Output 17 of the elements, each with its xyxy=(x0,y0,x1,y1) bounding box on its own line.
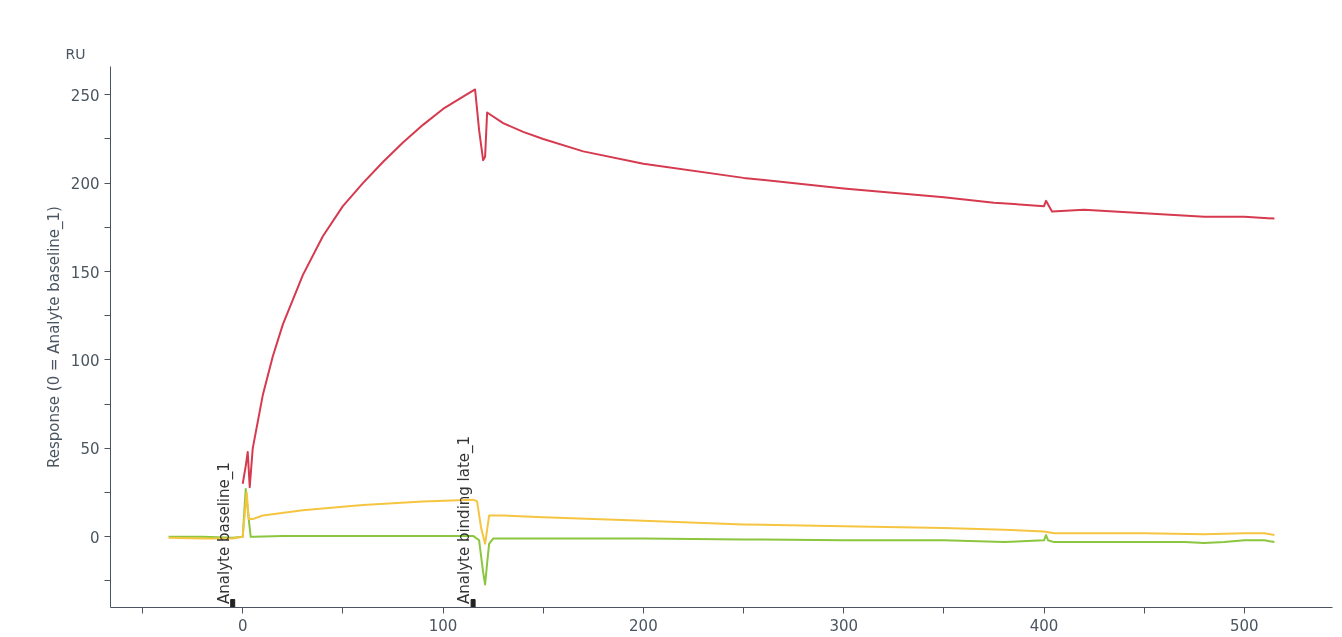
y-tick-label: 100 xyxy=(70,351,100,370)
x-tick-label: 300 xyxy=(829,616,859,635)
x-tick-label: 400 xyxy=(1029,616,1059,635)
line-series xyxy=(241,88,1276,489)
y-axis-title: Response (0 = Analyte baseline_1) xyxy=(44,206,64,468)
annotation: Analyte binding late_1 xyxy=(455,435,475,604)
y-tick-label: 200 xyxy=(70,175,100,194)
annotation: Analyte baseline_1 xyxy=(214,462,234,604)
y-tick-label: 50 xyxy=(80,440,100,459)
y-tick-label: 250 xyxy=(70,86,100,105)
text: RU xyxy=(65,45,86,62)
y-tick-label: 0 xyxy=(89,528,100,547)
x-tick-label: 500 xyxy=(1230,616,1259,635)
x-tick-label: 100 xyxy=(428,616,458,635)
y-tick-label: 150 xyxy=(70,263,100,282)
x-tick-label: 0 xyxy=(237,616,248,635)
x-tick-label: 200 xyxy=(629,616,658,635)
